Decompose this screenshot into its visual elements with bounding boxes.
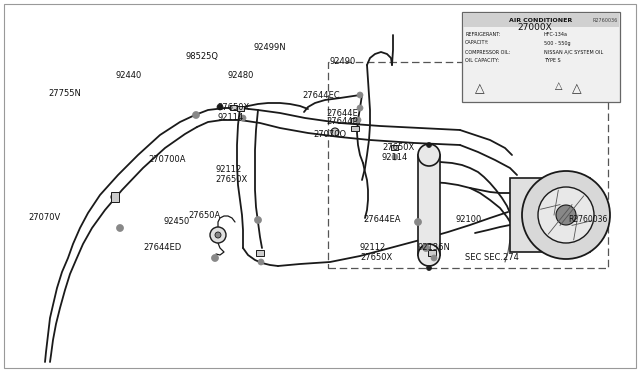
Circle shape [418,144,440,166]
Text: 27070V: 27070V [28,214,60,222]
Text: CAPACITY:: CAPACITY: [465,41,490,45]
Text: SEC SEC.274: SEC SEC.274 [465,253,519,263]
Circle shape [357,105,363,111]
Circle shape [522,171,610,259]
Text: AIR CONDITIONER: AIR CONDITIONER [509,17,573,22]
Circle shape [193,112,200,119]
Circle shape [210,227,226,243]
Text: TYPE S: TYPE S [544,58,561,64]
Text: △: △ [475,83,485,96]
Text: COMPRESSOR OIL:: COMPRESSOR OIL: [465,49,510,55]
Text: 98525Q: 98525Q [185,51,218,61]
Text: 27650A: 27650A [188,211,220,219]
Circle shape [426,266,431,270]
Bar [391,145,398,150]
Text: REFRIGERANT:: REFRIGERANT: [465,32,500,36]
Circle shape [426,142,431,148]
Text: 27644P: 27644P [326,118,358,126]
Text: △: △ [556,81,563,91]
Bar [351,126,359,131]
Text: 92499N: 92499N [253,44,285,52]
Text: 92114: 92114 [217,113,243,122]
Circle shape [215,232,221,238]
Text: 27644ED: 27644ED [143,244,181,253]
Circle shape [217,104,223,110]
Text: 270700A: 270700A [148,155,186,164]
Circle shape [211,254,218,262]
Text: 92136N: 92136N [417,244,450,253]
Bar [418,155,440,255]
Text: 92114: 92114 [382,154,408,163]
Circle shape [357,92,363,98]
Circle shape [538,187,594,243]
Text: R2760036: R2760036 [568,215,607,224]
Text: 27644EC: 27644EC [302,92,340,100]
Bar [428,250,436,256]
Text: 27650X: 27650X [360,253,392,263]
Bar [463,13,619,27]
Text: 92490: 92490 [330,58,356,67]
Text: 92480: 92480 [228,71,254,80]
Text: 27644E: 27644E [326,109,358,118]
Text: 27650X: 27650X [215,176,247,185]
Bar [328,62,608,268]
Text: HFC-134a: HFC-134a [544,32,568,36]
Text: 92112: 92112 [215,166,241,174]
Circle shape [418,244,440,266]
Circle shape [415,218,422,225]
Circle shape [331,128,339,136]
Bar [230,105,237,110]
Circle shape [422,244,429,251]
Text: 92450: 92450 [164,218,190,227]
Text: 27000X: 27000X [517,23,552,32]
Text: 92112: 92112 [360,244,387,253]
Bar [510,178,590,252]
Text: 92440: 92440 [116,71,142,80]
Text: 92100: 92100 [455,215,481,224]
Circle shape [431,255,437,261]
Text: △: △ [572,83,582,96]
Text: 27650X: 27650X [217,103,249,112]
Circle shape [556,205,576,225]
Text: 27644EA: 27644EA [363,215,401,224]
Text: NISSAN A/C SYSTEM OIL: NISSAN A/C SYSTEM OIL [544,49,604,55]
Circle shape [116,224,124,231]
Circle shape [392,154,398,160]
Text: 27070Q: 27070Q [313,129,346,138]
Text: 27755N: 27755N [48,89,81,97]
Circle shape [255,217,262,224]
Bar [351,118,359,123]
Text: 500 - 550g: 500 - 550g [544,41,571,45]
Bar [256,250,264,256]
Circle shape [240,115,246,121]
Bar [462,12,620,102]
Text: OIL CAPACITY:: OIL CAPACITY: [465,58,499,64]
Circle shape [355,117,361,123]
Bar [111,192,119,202]
Circle shape [258,259,264,265]
Text: R2760036: R2760036 [593,17,618,22]
Text: 27650X: 27650X [382,144,414,153]
Bar [237,106,244,111]
